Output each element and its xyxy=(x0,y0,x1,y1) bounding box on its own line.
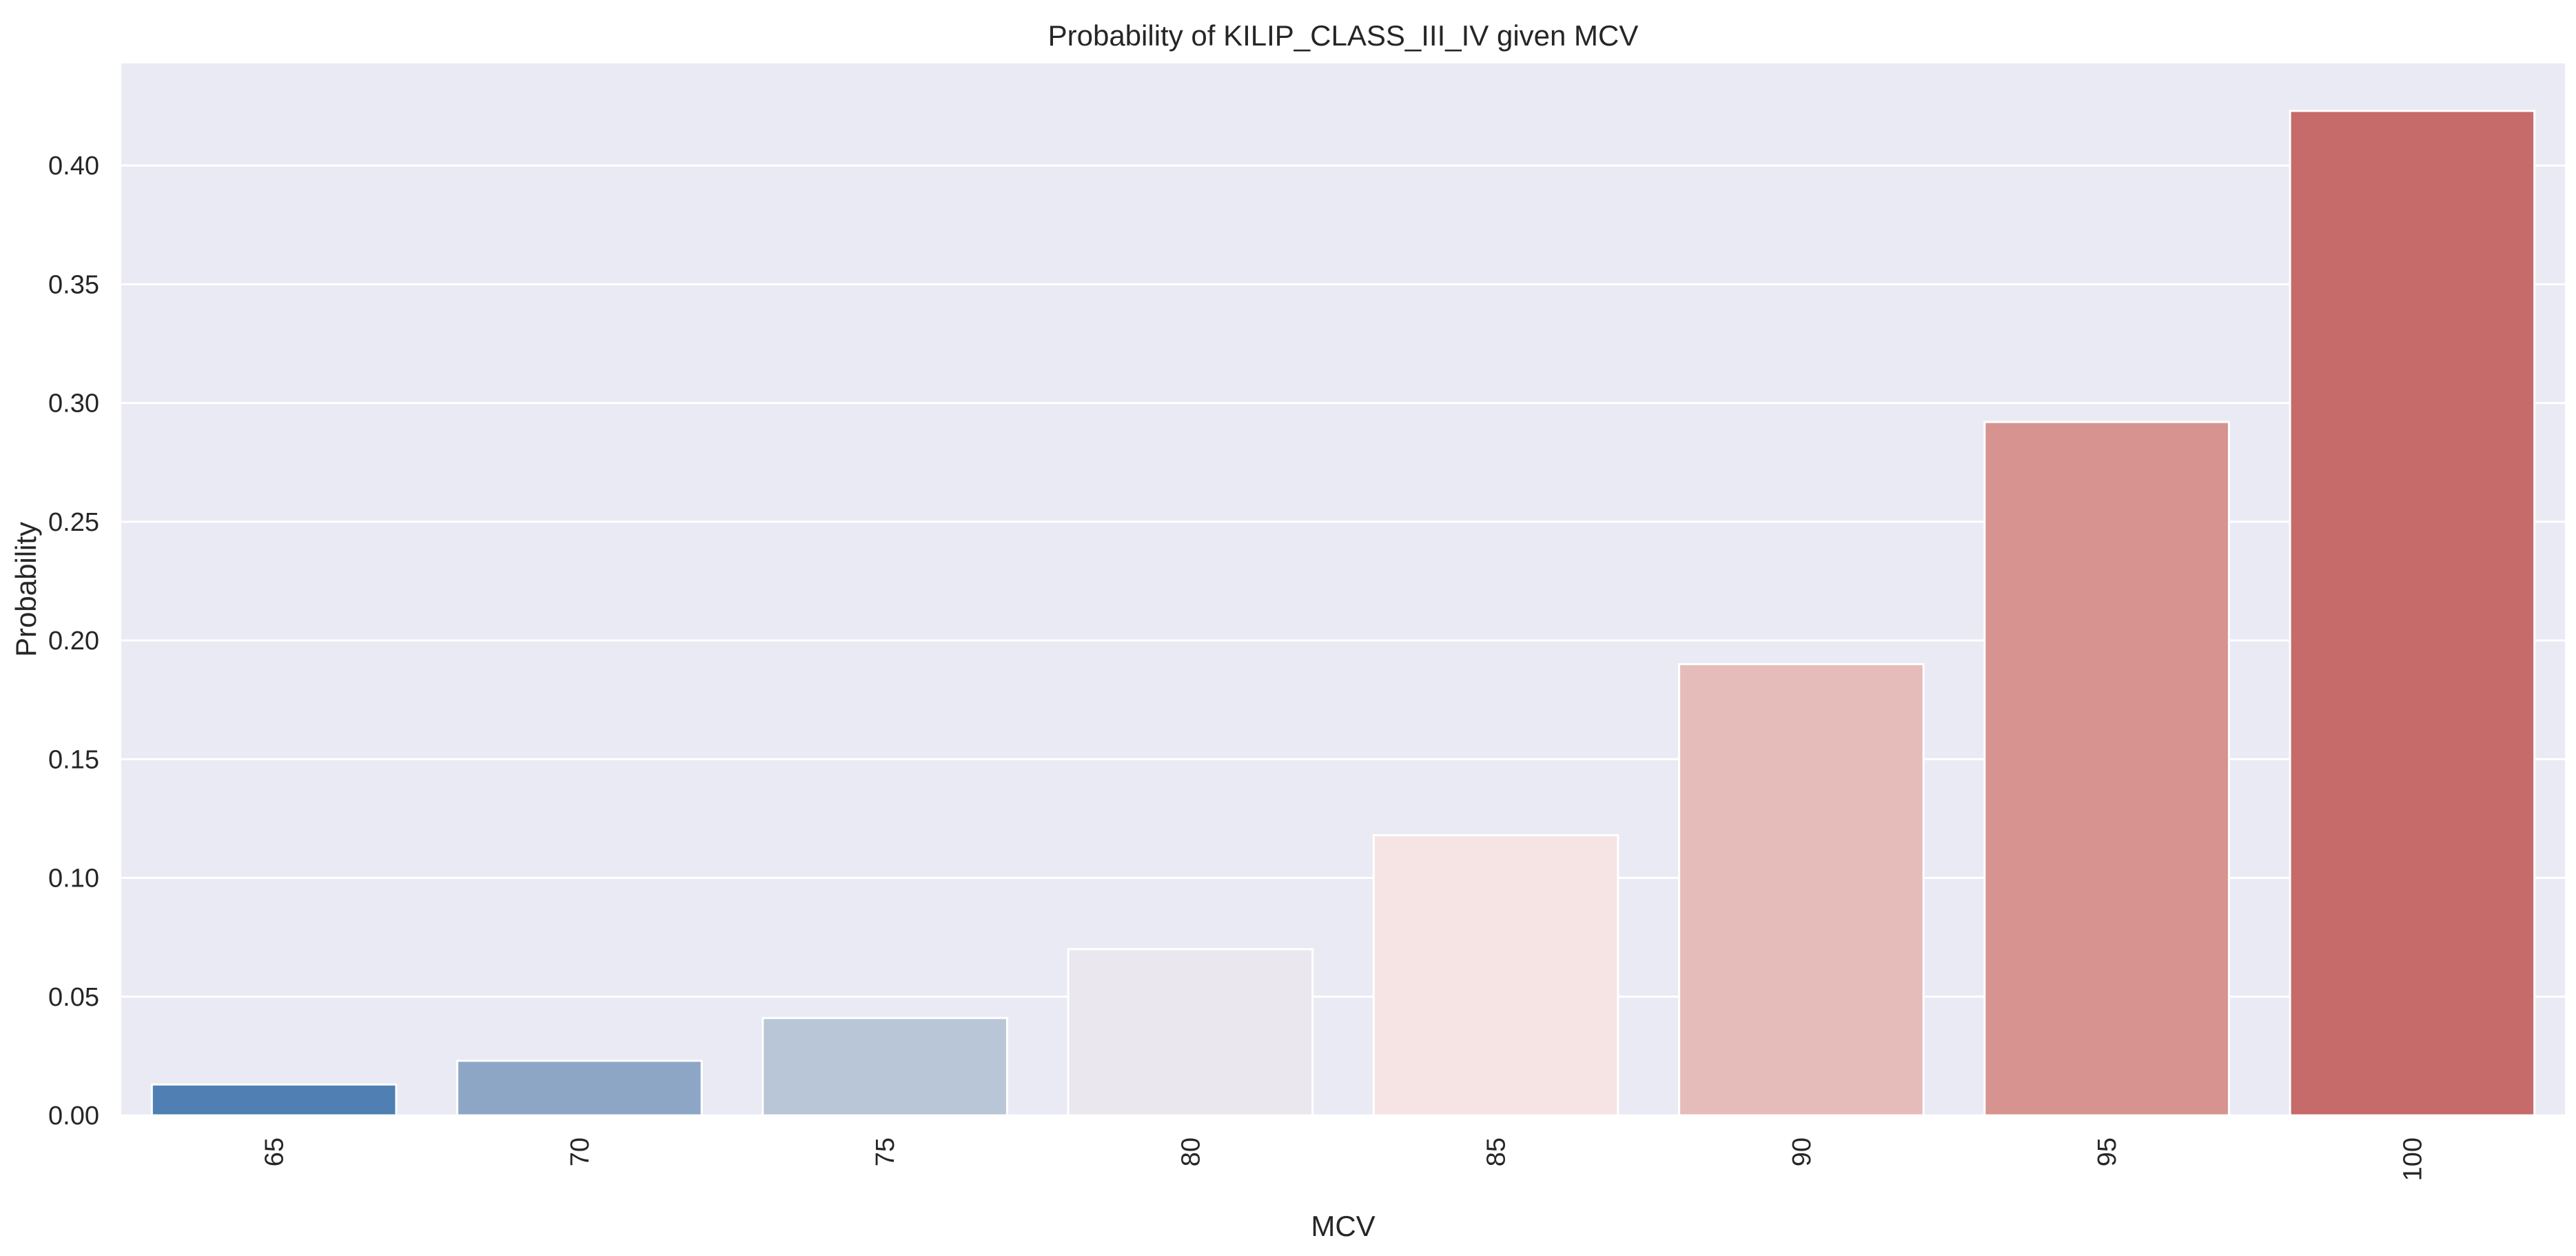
bar-90 xyxy=(1678,663,1925,1117)
y-tick-label: 0.00 xyxy=(48,1102,99,1131)
x-tick-label: 85 xyxy=(1482,1137,1511,1166)
y-tick-label: 0.05 xyxy=(48,983,99,1012)
y-tick-labels: 0.00 0.05 0.10 0.15 0.20 0.25 0.30 0.35 0.40 xyxy=(48,152,99,1131)
x-tick-label: 75 xyxy=(871,1137,900,1166)
x-tick-labels: 65 70 75 80 85 90 95 100 xyxy=(260,1137,2428,1181)
y-tick-label: 0.40 xyxy=(48,152,99,181)
x-tick-label: 100 xyxy=(2398,1137,2427,1181)
bar-75 xyxy=(761,1017,1008,1117)
x-tick-label: 90 xyxy=(1788,1137,1817,1166)
bar-95 xyxy=(1983,421,2230,1117)
x-axis-label: MCV xyxy=(1311,1210,1375,1242)
bar-70 xyxy=(456,1060,703,1117)
x-tick-label: 70 xyxy=(566,1137,595,1166)
x-tick-label: 65 xyxy=(260,1137,289,1166)
bar-100 xyxy=(2289,110,2536,1117)
y-axis-label: Probability xyxy=(10,522,42,657)
x-tick-label: 80 xyxy=(1176,1137,1205,1166)
bar-65 xyxy=(150,1083,398,1117)
y-tick-label: 0.25 xyxy=(48,508,99,537)
x-tick-label: 95 xyxy=(2093,1137,2122,1166)
bars xyxy=(150,110,2536,1117)
y-tick-label: 0.35 xyxy=(48,270,99,299)
y-tick-label: 0.10 xyxy=(48,864,99,893)
chart-title: Probability of KILIP_CLASS_III_IV given … xyxy=(1048,19,1639,52)
y-tick-label: 0.20 xyxy=(48,627,99,656)
bar-85 xyxy=(1372,834,1619,1117)
bar-80 xyxy=(1067,948,1314,1117)
y-tick-label: 0.15 xyxy=(48,745,99,774)
y-tick-label: 0.30 xyxy=(48,389,99,418)
